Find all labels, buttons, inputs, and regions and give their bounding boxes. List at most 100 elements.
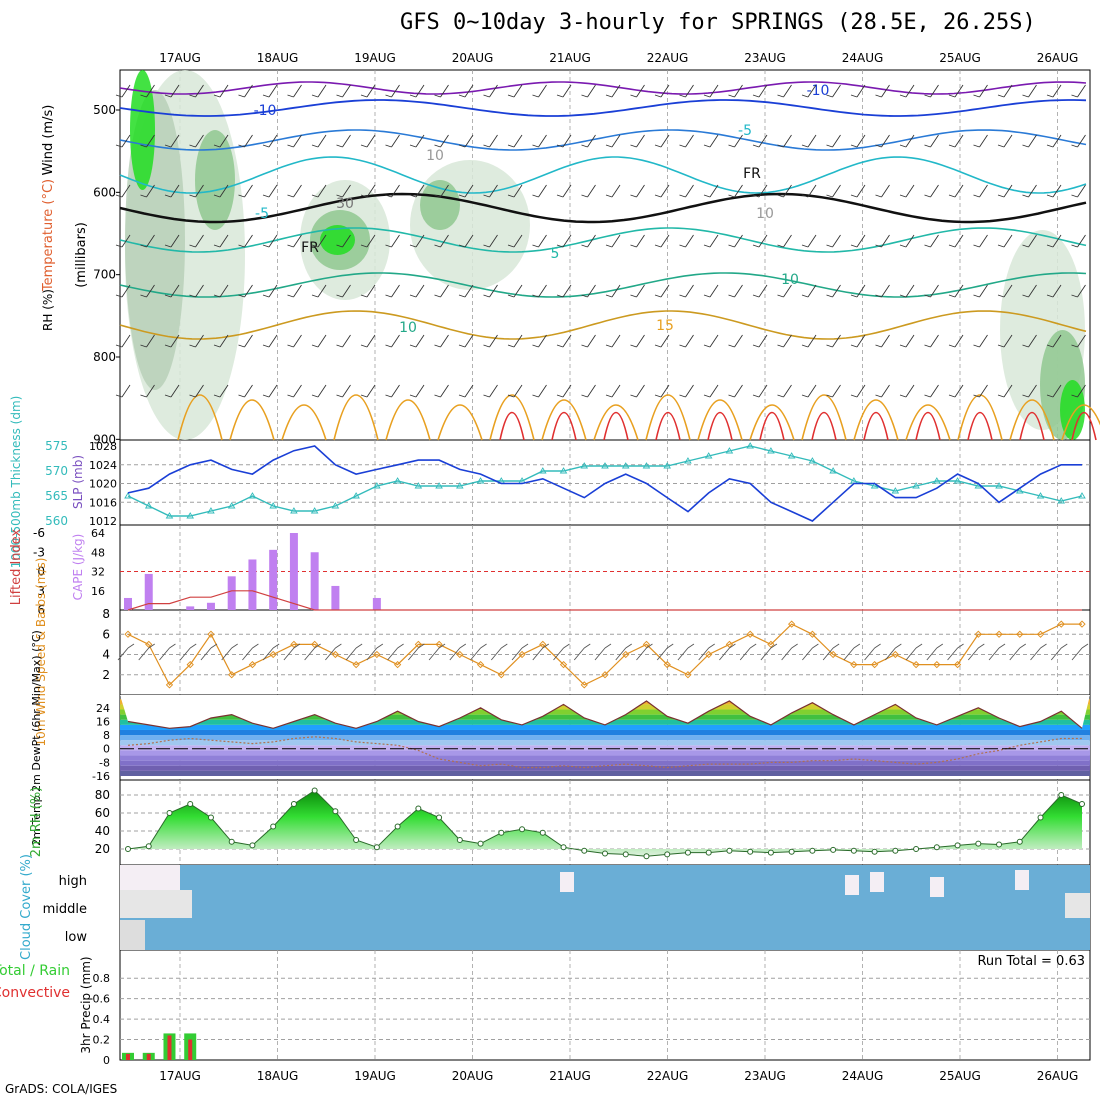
wind-barb	[826, 384, 841, 398]
tick-label: 40	[95, 824, 110, 838]
wind-barb	[507, 84, 523, 98]
wind-barb	[115, 184, 131, 198]
contour-label: -5	[738, 123, 752, 139]
date-label-bottom: 24AUG	[842, 1069, 884, 1083]
wind-barb	[189, 334, 204, 348]
wind-barb	[728, 284, 743, 298]
wind-barb	[458, 84, 474, 98]
rh-point	[622, 851, 629, 858]
wind-barb	[924, 184, 939, 198]
tick-label: 500	[93, 103, 116, 117]
wind-barb	[728, 184, 743, 198]
wind-barb	[483, 84, 498, 98]
temp-mask	[120, 695, 1090, 729]
wind-barb	[581, 184, 596, 198]
wind-point	[373, 650, 381, 659]
tick-label: 32	[91, 566, 105, 579]
wind-barb	[458, 284, 474, 298]
wind-point	[808, 630, 817, 638]
contour-label: 10	[756, 206, 774, 222]
wind-barb	[336, 134, 351, 148]
thickness-point	[1057, 497, 1066, 504]
rh-point	[1037, 814, 1044, 821]
temp-contour	[119, 272, 1087, 298]
wind-barb	[409, 134, 425, 148]
wind-barb	[679, 184, 694, 198]
tick-label: 900	[93, 432, 116, 446]
wind-barb	[507, 184, 523, 198]
cloud-panel: high middle low Cloud Cover (%)	[19, 854, 1090, 960]
wind-barb	[679, 234, 694, 248]
wind-point	[476, 660, 485, 669]
panel-frame-precip	[119, 949, 1091, 1061]
rh-point	[456, 837, 463, 843]
wind-barb	[556, 384, 572, 398]
thickness-point	[1078, 492, 1086, 499]
wind-barb	[311, 334, 327, 348]
wind-barb	[777, 134, 792, 148]
wind-barb	[875, 234, 890, 248]
axis-label-cloud: Cloud Cover (%)	[19, 854, 34, 960]
cape-bar	[310, 552, 319, 610]
temp-contour	[177, 394, 223, 441]
cloud-mid	[1065, 893, 1090, 918]
date-label-top: 23AUG	[744, 51, 786, 65]
wind-barb	[1071, 334, 1086, 348]
rh-point	[145, 843, 152, 850]
wind-point	[1078, 620, 1086, 628]
wind-barb	[311, 84, 327, 98]
cloud-low	[120, 920, 145, 950]
rh-point	[290, 801, 297, 807]
wind-barb	[801, 184, 817, 198]
wind-speed-series	[127, 623, 1082, 686]
wind-barb	[434, 384, 449, 398]
temp-contour	[119, 99, 1087, 117]
wind-barb	[164, 284, 180, 298]
wind-barb	[801, 334, 817, 348]
wind-barb	[311, 234, 327, 248]
cape-bar	[144, 573, 153, 610]
tick-label: 570	[45, 464, 68, 478]
wind-barb	[409, 334, 425, 348]
wind-barb	[1046, 134, 1062, 148]
temp-contour	[905, 404, 951, 441]
rh-point	[1079, 801, 1085, 807]
temp-contour	[119, 156, 1087, 194]
thickness-point	[829, 467, 837, 474]
wind-barb	[1022, 134, 1037, 148]
wind-barb	[899, 184, 915, 198]
cloud-high	[870, 872, 884, 892]
wind-barb	[752, 284, 768, 298]
wind-barb	[752, 234, 768, 248]
date-label-bottom: 20AUG	[452, 1069, 494, 1083]
tick-label: 700	[93, 268, 116, 282]
wind-barb	[875, 384, 890, 398]
precip-conv-bar	[126, 1053, 130, 1060]
wind-barb	[973, 284, 988, 298]
wind-barb	[262, 234, 278, 248]
wind-barb	[409, 284, 425, 298]
wind-barb	[458, 184, 474, 198]
axis-label-temperature: Temperature (°C)	[41, 179, 56, 292]
wind-barb	[905, 643, 923, 661]
rh-point	[373, 844, 380, 851]
wind-barb	[458, 384, 474, 398]
wind-barb	[262, 643, 280, 661]
wind-barb	[140, 134, 155, 148]
wind-barb	[581, 134, 596, 148]
wind-barb	[1046, 384, 1062, 398]
thickness-point	[310, 507, 319, 514]
wind-barb	[948, 134, 964, 148]
temp-contour	[229, 399, 275, 441]
rh-point	[1016, 838, 1023, 845]
panel-frame-upper	[119, 69, 1091, 441]
thickness-point	[933, 477, 941, 484]
wind-barb	[532, 184, 547, 198]
thickness-point	[704, 452, 713, 459]
thickness-point	[186, 512, 195, 519]
wind-barb	[899, 84, 915, 98]
wind-point	[684, 671, 692, 679]
cape-bar	[124, 597, 132, 610]
thickness-point	[373, 482, 381, 489]
wind-barb	[605, 284, 621, 298]
